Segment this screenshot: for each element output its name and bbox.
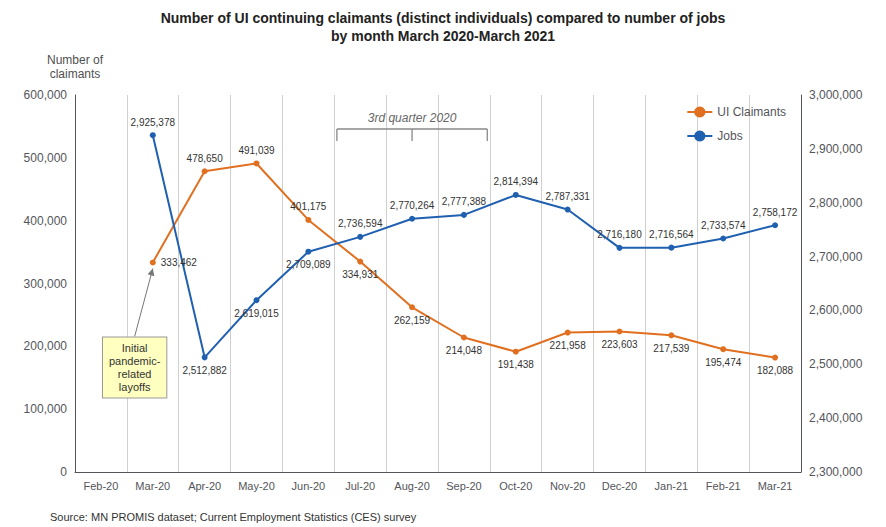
svg-text:2,800,000: 2,800,000 <box>809 196 863 210</box>
svg-text:related: related <box>118 368 152 380</box>
svg-text:200,000: 200,000 <box>24 339 68 353</box>
svg-text:Feb-21: Feb-21 <box>706 480 741 492</box>
svg-text:2,736,594: 2,736,594 <box>338 218 383 229</box>
svg-text:Mar-20: Mar-20 <box>135 480 170 492</box>
svg-text:2,716,180: 2,716,180 <box>597 229 642 240</box>
svg-text:2,787,331: 2,787,331 <box>545 191 590 202</box>
svg-text:500,000: 500,000 <box>24 151 68 165</box>
svg-text:600,000: 600,000 <box>24 88 68 102</box>
svg-text:2,777,388: 2,777,388 <box>442 196 487 207</box>
svg-text:2,500,000: 2,500,000 <box>809 357 863 371</box>
svg-text:478,650: 478,650 <box>187 153 224 164</box>
svg-text:Mar-21: Mar-21 <box>758 480 793 492</box>
svg-text:2,733,574: 2,733,574 <box>701 220 746 231</box>
svg-text:2,925,378: 2,925,378 <box>131 117 176 128</box>
svg-text:0: 0 <box>60 465 67 479</box>
svg-text:by month March 2020-March 2021: by month March 2020-March 2021 <box>331 28 555 44</box>
svg-text:Oct-20: Oct-20 <box>499 480 532 492</box>
svg-text:layoffs: layoffs <box>119 381 151 393</box>
svg-text:333,462: 333,462 <box>161 257 198 268</box>
svg-text:pandemic-: pandemic- <box>109 355 161 367</box>
svg-text:2,716,564: 2,716,564 <box>649 229 694 240</box>
svg-text:223,603: 223,603 <box>601 339 638 350</box>
svg-text:182,088: 182,088 <box>757 365 794 376</box>
svg-text:191,438: 191,438 <box>498 359 535 370</box>
svg-text:Apr-20: Apr-20 <box>188 480 221 492</box>
svg-text:Jobs: Jobs <box>717 129 742 143</box>
svg-text:claimants: claimants <box>50 67 101 81</box>
svg-text:217,539: 217,539 <box>653 343 690 354</box>
svg-text:2,900,000: 2,900,000 <box>809 142 863 156</box>
svg-text:Jan-21: Jan-21 <box>655 480 689 492</box>
svg-text:400,000: 400,000 <box>24 214 68 228</box>
svg-text:Source: MN PROMIS dataset; Cur: Source: MN PROMIS dataset; Current Emplo… <box>50 511 417 523</box>
svg-text:2,758,172: 2,758,172 <box>753 207 798 218</box>
svg-text:3,000,000: 3,000,000 <box>809 88 863 102</box>
svg-text:2,770,264: 2,770,264 <box>390 200 435 211</box>
svg-text:2,400,000: 2,400,000 <box>809 411 863 425</box>
svg-text:UI Claimants: UI Claimants <box>717 105 786 119</box>
svg-text:Aug-20: Aug-20 <box>394 480 429 492</box>
svg-text:2,814,394: 2,814,394 <box>494 176 539 187</box>
svg-text:214,048: 214,048 <box>446 345 483 356</box>
svg-text:401,175: 401,175 <box>290 201 327 212</box>
svg-text:2,709,089: 2,709,089 <box>286 259 331 270</box>
svg-text:221,958: 221,958 <box>550 340 587 351</box>
svg-text:Jul-20: Jul-20 <box>345 480 375 492</box>
svg-text:491,039: 491,039 <box>238 145 275 156</box>
svg-text:Nov-20: Nov-20 <box>550 480 585 492</box>
svg-text:Dec-20: Dec-20 <box>602 480 637 492</box>
svg-text:2,300,000: 2,300,000 <box>809 465 863 479</box>
svg-text:2,700,000: 2,700,000 <box>809 250 863 264</box>
svg-text:300,000: 300,000 <box>24 277 68 291</box>
svg-text:3rd quarter 2020: 3rd quarter 2020 <box>368 111 457 125</box>
svg-text:262,159: 262,159 <box>394 315 431 326</box>
svg-text:2,600,000: 2,600,000 <box>809 303 863 317</box>
svg-text:100,000: 100,000 <box>24 402 68 416</box>
svg-text:334,931: 334,931 <box>342 269 379 280</box>
svg-text:2,512,882: 2,512,882 <box>182 365 227 376</box>
svg-text:May-20: May-20 <box>238 480 275 492</box>
svg-text:Jun-20: Jun-20 <box>292 480 326 492</box>
svg-text:195,474: 195,474 <box>705 357 742 368</box>
svg-text:Feb-20: Feb-20 <box>83 480 118 492</box>
svg-text:2,619,015: 2,619,015 <box>234 308 279 319</box>
svg-text:Initial: Initial <box>122 342 148 354</box>
svg-text:Sep-20: Sep-20 <box>446 480 481 492</box>
svg-text:Number of: Number of <box>47 53 104 67</box>
svg-text:Number of UI continuing claima: Number of UI continuing claimants (disti… <box>161 10 726 26</box>
